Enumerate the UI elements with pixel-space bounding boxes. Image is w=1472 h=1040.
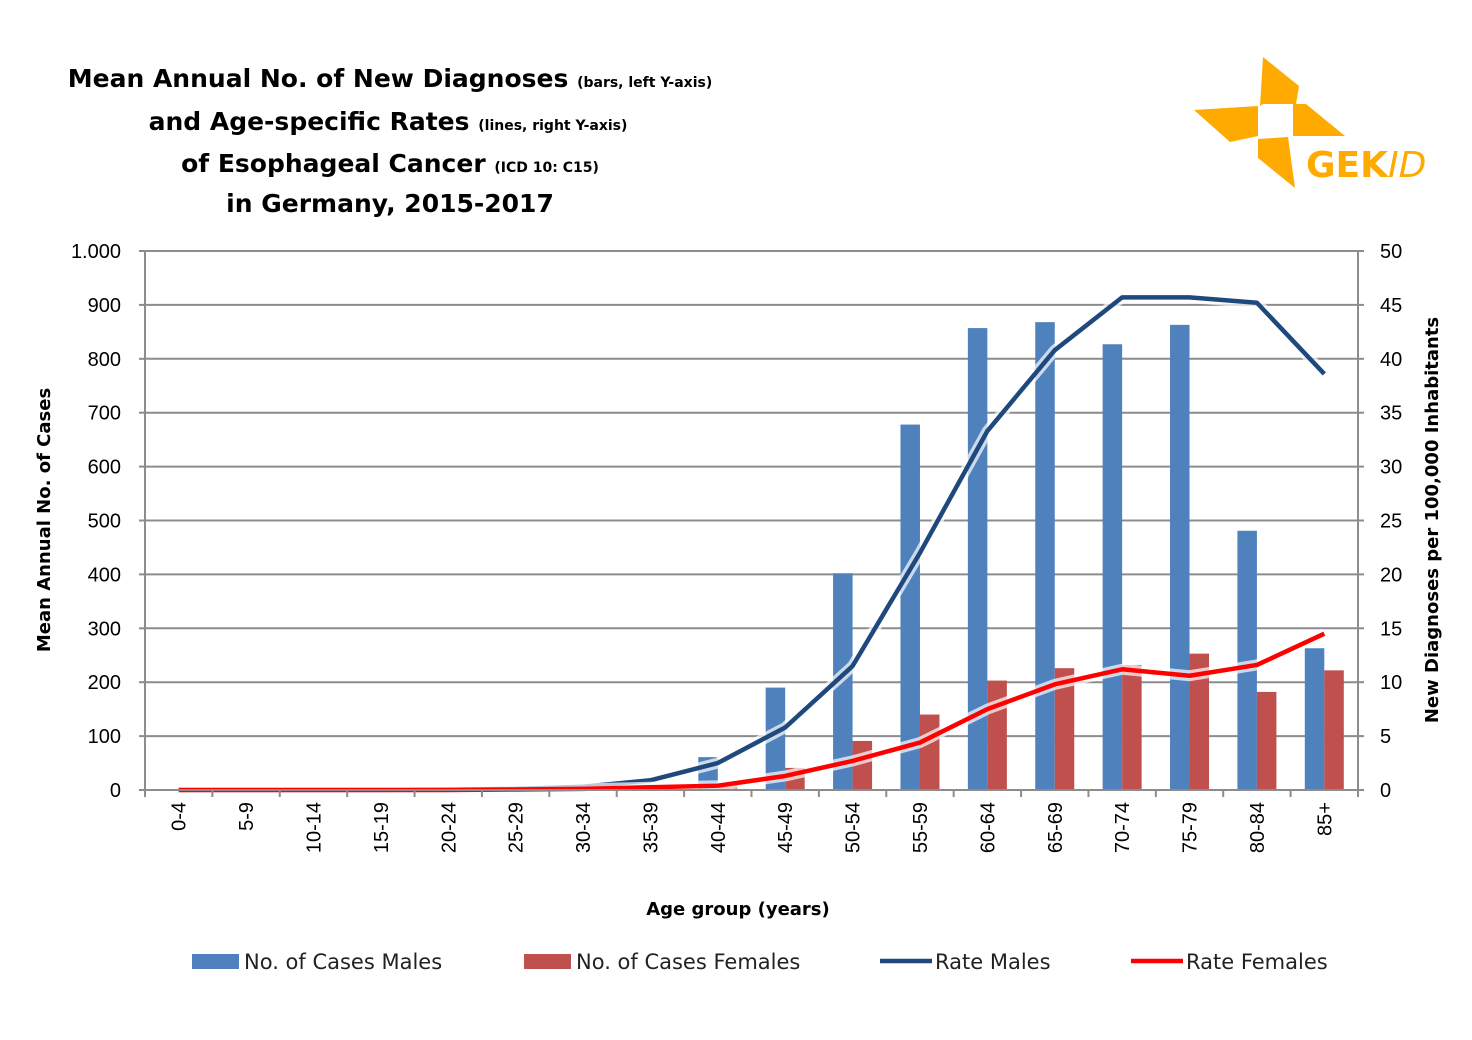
x-tick-label: 15-19: [371, 802, 393, 853]
y-tick-label: 300: [88, 618, 121, 640]
legend-swatch: [192, 954, 239, 969]
x-tick-label: 10-14: [303, 802, 325, 853]
bar-females: [1122, 664, 1142, 790]
rate-males-halo: [178, 291, 1329, 796]
y2-tick-label: 15: [1380, 618, 1402, 640]
gekid-logo: GEKID: [1194, 57, 1426, 188]
chart-title-line-2: and Age-specific Rates (lines, right Y-a…: [38, 107, 738, 136]
y2-tick-label: 30: [1380, 457, 1402, 479]
y-tick-label: 100: [88, 726, 121, 748]
legend-item: Rate Males: [880, 950, 1051, 974]
rate-females-halo: [178, 628, 1327, 796]
x-tick-label: 30-34: [573, 802, 595, 853]
x-tick-label: 60-64: [977, 802, 999, 853]
y-tick-label: 800: [88, 349, 121, 371]
x-tick-label: 80-84: [1247, 802, 1269, 853]
y-tick-label: 500: [88, 511, 121, 533]
title-main: Mean Annual No. of New Diagnoses: [67, 64, 569, 93]
x-tick-label: 0-4: [169, 802, 191, 831]
x-tick-label: 40-44: [708, 802, 730, 853]
logo-text: GEKID: [1306, 145, 1426, 186]
bar-males: [1304, 648, 1325, 790]
title-main: and Age-specific Rates: [148, 107, 470, 136]
x-tick-label: 70-74: [1112, 802, 1134, 853]
bar-males: [1237, 530, 1257, 790]
bar-males: [1170, 324, 1190, 790]
x-tick-label: 45-49: [775, 802, 797, 853]
chart-title-line-4: in Germany, 2015-2017: [40, 189, 740, 218]
bar-males: [1035, 322, 1055, 790]
y2-tick-label: 50: [1380, 241, 1402, 263]
y-tick-label: 0: [110, 780, 121, 802]
bar-females: [919, 714, 940, 790]
legend-label: No. of Cases Females: [576, 950, 800, 974]
x-tick-label: 5-9: [236, 802, 258, 831]
x-tick-label: 55-59: [910, 802, 932, 853]
y-tick-label: 1.000: [71, 241, 121, 263]
rate-males-line: [178, 295, 1326, 793]
x-tick-label: 75-79: [1180, 802, 1202, 853]
legend: No. of Cases Males No. of Cases Females Ra…: [192, 950, 1328, 974]
y2-tick-label: 5: [1380, 726, 1391, 748]
y2-tick-label: 40: [1380, 349, 1402, 371]
y2-tick-label: 45: [1380, 295, 1402, 317]
x-axis-title: Age group (years): [646, 899, 830, 920]
y-tick-label: 600: [88, 457, 121, 479]
y-tick-label: 200: [88, 672, 121, 694]
x-tick-label: 65-69: [1045, 802, 1067, 853]
title-main: of Esophageal Cancer: [181, 149, 486, 178]
y2-tick-label: 25: [1380, 511, 1402, 533]
y2-axis-title: New Diagnoses per 100,000 Inhabitants: [1422, 317, 1443, 723]
y-tick-label: 900: [88, 295, 121, 317]
title-note: (lines, right Y-axis): [478, 118, 628, 134]
bar-females: [987, 680, 1007, 790]
y2-tick-label: 35: [1380, 403, 1402, 425]
legend-label: No. of Cases Males: [244, 950, 442, 974]
chart-title-line-3: of Esophageal Cancer (ICD 10: C15): [40, 149, 740, 178]
title-note: (ICD 10: C15): [494, 160, 599, 176]
legend-label: Rate Females: [1186, 950, 1328, 974]
bar-females: [1324, 670, 1344, 790]
y-axis-title: Mean Annual No. of Cases: [34, 388, 55, 652]
x-tick-label: 35-39: [640, 802, 662, 853]
y2-tick-label: 10: [1380, 672, 1402, 694]
y-tick-label: 700: [88, 403, 121, 425]
title-note: (bars, left Y-axis): [577, 75, 713, 91]
y2-tick-label: 0: [1380, 780, 1391, 802]
legend-item: No. of Cases Males: [192, 950, 442, 974]
bar-females: [1256, 691, 1277, 790]
x-tick-label: 20-24: [438, 802, 460, 853]
legend-item: No. of Cases Females: [524, 950, 800, 974]
legend-swatch: [524, 954, 571, 969]
x-tick-label: 50-54: [843, 802, 865, 853]
legend-item: Rate Females: [1131, 950, 1328, 974]
x-tick-label: 25-29: [506, 802, 528, 853]
bar-males: [1102, 344, 1123, 790]
rate-females-line: [178, 631, 1326, 793]
legend-label: Rate Males: [935, 950, 1051, 974]
chart-title-line-1: Mean Annual No. of New Diagnoses (bars, …: [40, 64, 740, 93]
bar-females: [1189, 653, 1210, 790]
y2-tick-label: 20: [1380, 564, 1402, 586]
y-tick-label: 400: [88, 564, 121, 586]
x-tick-label: 85+: [1314, 802, 1336, 836]
bar-males: [900, 424, 920, 790]
title-main: in Germany, 2015-2017: [226, 189, 554, 218]
bar-females: [1054, 668, 1075, 790]
